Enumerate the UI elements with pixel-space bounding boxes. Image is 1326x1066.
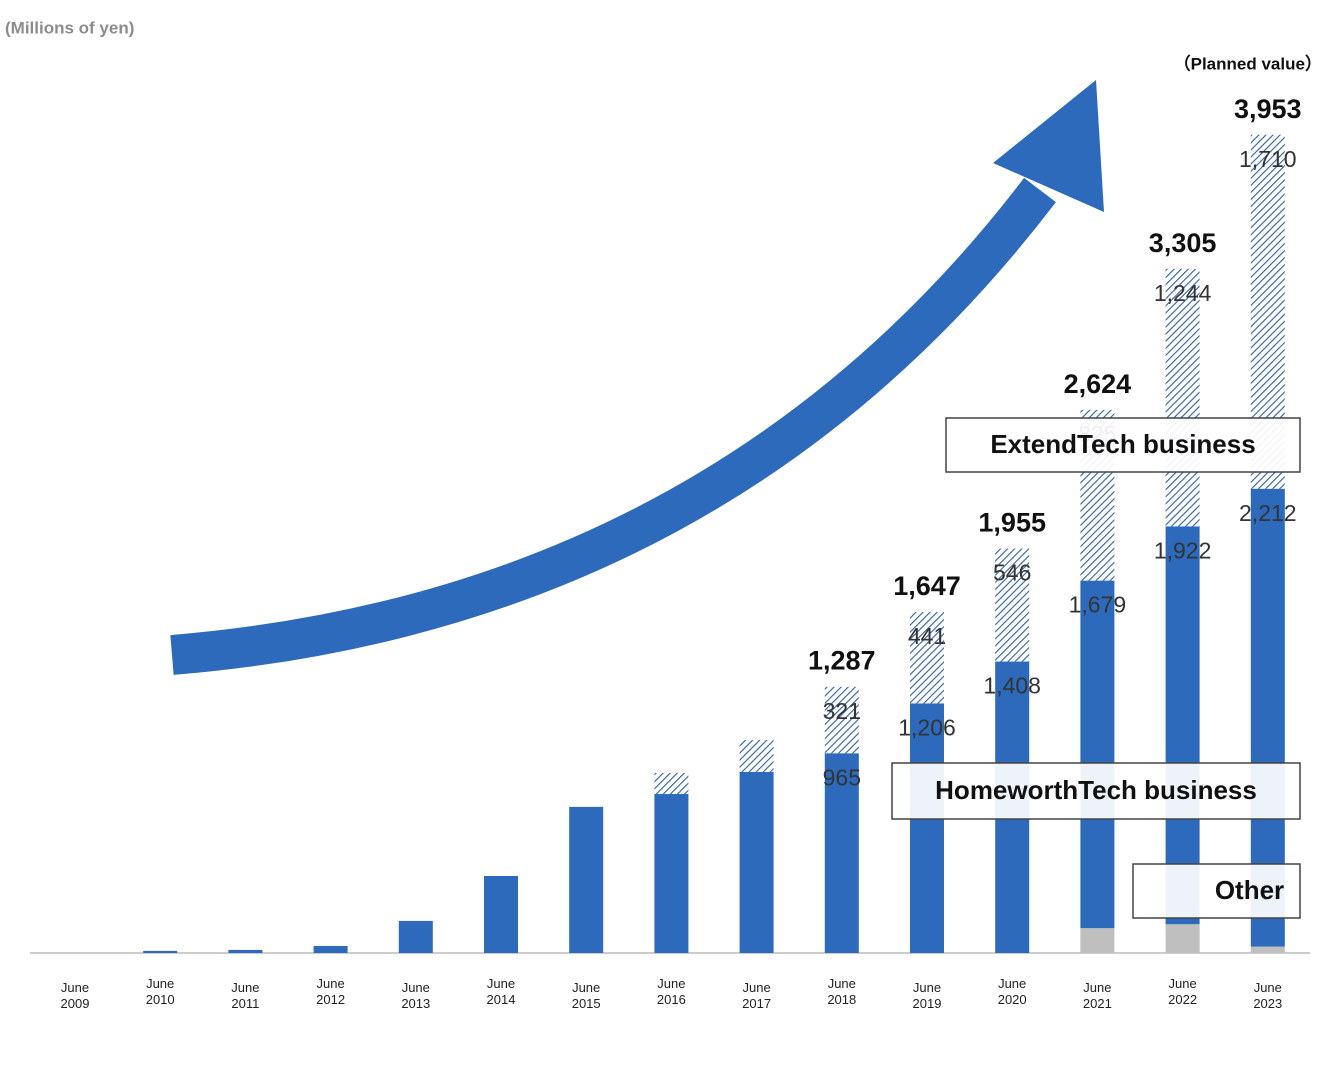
growth-arrow-head [993, 80, 1104, 212]
value-label: 546 [993, 560, 1031, 586]
bar-segment [1165, 924, 1200, 953]
bar-segment [1165, 268, 1200, 527]
x-tick-label: June 2013 [401, 980, 431, 1011]
legend-box [891, 762, 1301, 820]
bar-segment [995, 548, 1030, 662]
value-label: 321 [823, 698, 861, 724]
x-tick-label: June 2012 [316, 976, 346, 1007]
bar-segment [569, 806, 604, 953]
annotation: （Planned value） [1174, 53, 1322, 73]
x-tick-label: June 2021 [1082, 980, 1112, 1011]
bar-segment [398, 920, 433, 953]
x-tick-label: June 2020 [997, 976, 1027, 1007]
bar-segment [1080, 580, 1115, 929]
total-label: 1,647 [893, 571, 961, 601]
value-label: 1,922 [1154, 537, 1212, 563]
bar-segment [739, 771, 774, 953]
legend-label: ExtendTech business [990, 429, 1255, 459]
bar-segment [484, 875, 518, 953]
bar-segment [824, 686, 859, 754]
value-label: 1,679 [1069, 592, 1127, 618]
x-tick-label: June 2011 [231, 980, 260, 1011]
bar-segment [654, 794, 689, 953]
bar-segment [739, 739, 774, 772]
x-tick-label: June 2017 [742, 980, 772, 1011]
value-label: 965 [823, 764, 861, 790]
x-tick-label: June 2019 [912, 980, 942, 1011]
value-label: 441 [908, 623, 946, 649]
value-label: 1,408 [983, 673, 1041, 699]
bar-segment [654, 772, 689, 795]
total-label: 3,305 [1149, 228, 1217, 258]
bar-segment [824, 753, 859, 953]
total-label: 2,624 [1064, 369, 1132, 399]
x-tick-label: June 2016 [656, 976, 686, 1007]
bar-segment [910, 703, 944, 953]
y-axis-label: (Millions of yen) [5, 18, 134, 37]
x-tick-label: June 2010 [145, 976, 175, 1007]
x-tick-label: June 2022 [1168, 976, 1198, 1007]
x-tick-label: June 2015 [571, 980, 601, 1011]
total-label: 3,953 [1234, 94, 1302, 124]
bar-segment [1080, 928, 1115, 953]
bar-segment [143, 950, 178, 953]
x-tick-label: June 2014 [486, 976, 516, 1007]
value-label: 1,710 [1239, 146, 1297, 172]
legend-label: HomeworthTech business [935, 775, 1257, 805]
bar-segment [910, 612, 944, 704]
bar-segment [228, 949, 263, 953]
x-tick-label: June 2018 [827, 976, 857, 1007]
value-label: 1,244 [1154, 280, 1212, 306]
legend-box [945, 417, 1301, 473]
legend-box [1132, 863, 1301, 919]
growth-arrow [170, 177, 1056, 675]
bar-segment [1165, 526, 1200, 925]
x-tick-label: June 2023 [1253, 980, 1283, 1011]
total-label: 1,955 [978, 507, 1046, 537]
bar-segment [1250, 946, 1285, 953]
value-label: 2,212 [1239, 500, 1297, 526]
x-tick-label: June 2009 [60, 980, 90, 1011]
bar-segment [313, 945, 348, 953]
total-label: 1,287 [808, 646, 876, 676]
value-label: 1,206 [898, 714, 956, 740]
legend-label: Other [1215, 875, 1284, 905]
